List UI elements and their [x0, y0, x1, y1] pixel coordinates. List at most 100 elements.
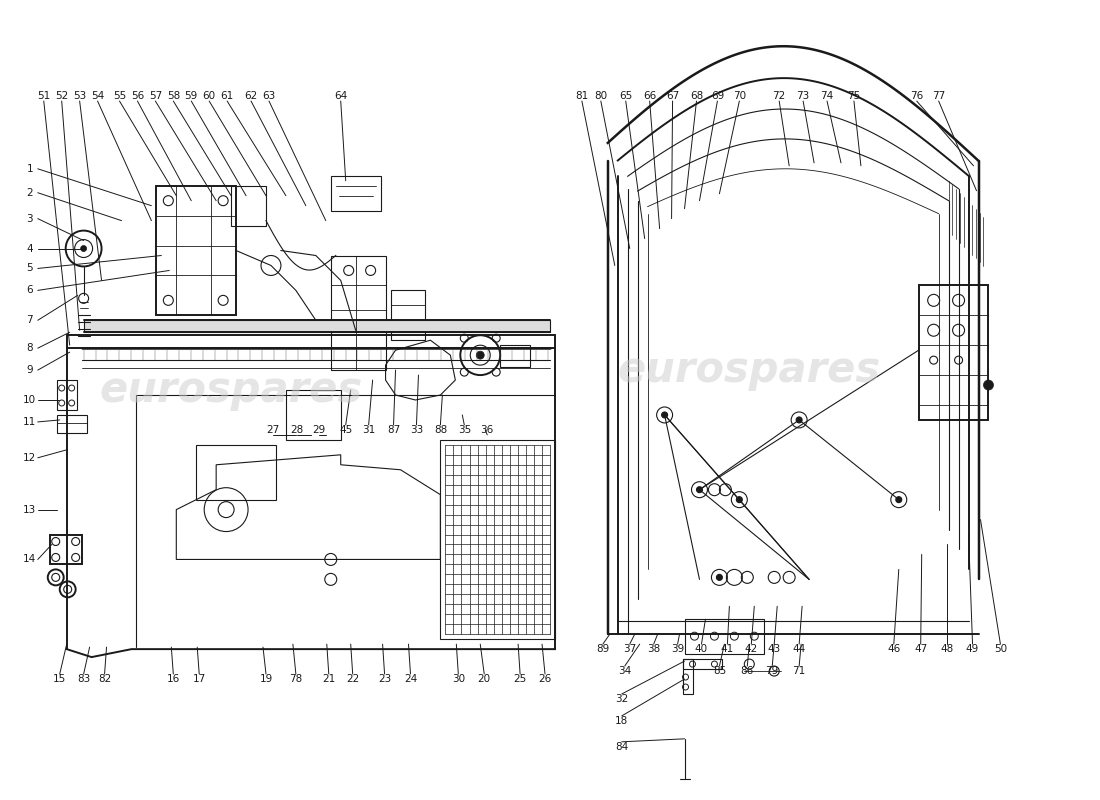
Text: 41: 41 — [720, 644, 734, 654]
Text: 15: 15 — [53, 674, 66, 684]
Text: 68: 68 — [690, 91, 703, 101]
Text: 22: 22 — [346, 674, 360, 684]
Text: 56: 56 — [131, 91, 144, 101]
Text: 86: 86 — [740, 666, 754, 676]
Text: 74: 74 — [821, 91, 834, 101]
Text: 45: 45 — [339, 425, 352, 435]
Text: 81: 81 — [575, 91, 589, 101]
Text: 80: 80 — [594, 91, 607, 101]
Text: 51: 51 — [37, 91, 51, 101]
Text: 9: 9 — [26, 365, 33, 375]
Text: 46: 46 — [888, 644, 901, 654]
Text: 70: 70 — [733, 91, 746, 101]
Text: 17: 17 — [192, 674, 206, 684]
Circle shape — [736, 497, 743, 502]
Text: 25: 25 — [514, 674, 527, 684]
Text: 82: 82 — [98, 674, 111, 684]
Text: 35: 35 — [458, 425, 471, 435]
Text: 42: 42 — [745, 644, 758, 654]
Text: 2: 2 — [26, 188, 33, 198]
Text: 19: 19 — [260, 674, 273, 684]
Text: 36: 36 — [481, 425, 494, 435]
Text: 62: 62 — [244, 91, 257, 101]
Text: 29: 29 — [312, 425, 326, 435]
Text: 66: 66 — [644, 91, 657, 101]
Text: 23: 23 — [378, 674, 392, 684]
Text: 65: 65 — [619, 91, 632, 101]
Text: 57: 57 — [148, 91, 162, 101]
Text: 7: 7 — [26, 315, 33, 326]
Text: 47: 47 — [914, 644, 927, 654]
Text: 39: 39 — [671, 644, 684, 654]
Circle shape — [476, 351, 484, 359]
Text: 83: 83 — [77, 674, 90, 684]
Text: 1: 1 — [26, 164, 33, 174]
Text: 87: 87 — [387, 425, 400, 435]
Text: 67: 67 — [666, 91, 679, 101]
Text: 26: 26 — [538, 674, 551, 684]
Text: 48: 48 — [940, 644, 954, 654]
Text: 61: 61 — [220, 91, 234, 101]
Text: 4: 4 — [26, 243, 33, 254]
Text: 12: 12 — [23, 453, 36, 462]
Text: 20: 20 — [477, 674, 491, 684]
Text: 54: 54 — [91, 91, 104, 101]
Text: 71: 71 — [792, 666, 806, 676]
Text: 40: 40 — [695, 644, 708, 654]
Text: 30: 30 — [452, 674, 465, 684]
Polygon shape — [84, 320, 550, 332]
Text: 78: 78 — [289, 674, 302, 684]
Text: 76: 76 — [910, 91, 923, 101]
Text: 58: 58 — [167, 91, 180, 101]
Text: 43: 43 — [768, 644, 781, 654]
Text: eurospares: eurospares — [99, 369, 363, 411]
Text: 53: 53 — [73, 91, 86, 101]
Text: 6: 6 — [26, 286, 33, 295]
Circle shape — [983, 380, 993, 390]
Circle shape — [895, 497, 902, 502]
Text: 85: 85 — [713, 666, 726, 676]
Text: 18: 18 — [615, 716, 628, 726]
Text: 37: 37 — [623, 644, 636, 654]
Text: 84: 84 — [615, 742, 628, 752]
Text: 27: 27 — [266, 425, 279, 435]
Text: 75: 75 — [847, 91, 860, 101]
Text: 55: 55 — [113, 91, 127, 101]
Text: 5: 5 — [26, 263, 33, 274]
Text: 8: 8 — [26, 343, 33, 353]
Text: 89: 89 — [596, 644, 609, 654]
Circle shape — [661, 412, 668, 418]
Text: 14: 14 — [23, 554, 36, 565]
Text: 79: 79 — [766, 666, 779, 676]
Circle shape — [796, 417, 802, 423]
Text: 28: 28 — [290, 425, 304, 435]
Text: 16: 16 — [167, 674, 180, 684]
Text: 73: 73 — [796, 91, 810, 101]
Text: 31: 31 — [362, 425, 375, 435]
Text: 38: 38 — [647, 644, 660, 654]
Text: 33: 33 — [410, 425, 424, 435]
Text: 52: 52 — [55, 91, 68, 101]
Text: 11: 11 — [23, 417, 36, 427]
Text: 88: 88 — [433, 425, 447, 435]
Text: 59: 59 — [185, 91, 198, 101]
Text: 24: 24 — [404, 674, 417, 684]
Text: 34: 34 — [618, 666, 631, 676]
Text: 69: 69 — [711, 91, 724, 101]
Text: 60: 60 — [202, 91, 216, 101]
Text: 32: 32 — [615, 694, 628, 704]
Text: 44: 44 — [792, 644, 806, 654]
Text: 49: 49 — [966, 644, 979, 654]
Text: 72: 72 — [772, 91, 785, 101]
Text: 50: 50 — [994, 644, 1006, 654]
Text: 64: 64 — [334, 91, 348, 101]
Text: 3: 3 — [26, 214, 33, 224]
Text: 77: 77 — [932, 91, 945, 101]
Circle shape — [80, 246, 87, 251]
Text: 63: 63 — [263, 91, 276, 101]
Circle shape — [696, 486, 703, 493]
Text: 10: 10 — [23, 395, 36, 405]
Text: 13: 13 — [23, 505, 36, 514]
Circle shape — [716, 574, 723, 580]
Text: eurospares: eurospares — [618, 349, 881, 391]
